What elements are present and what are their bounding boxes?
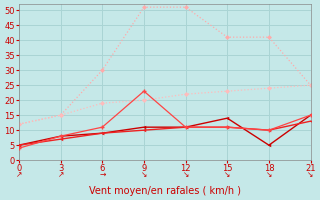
Text: ↘: ↘ bbox=[308, 170, 314, 179]
X-axis label: Vent moyen/en rafales ( km/h ): Vent moyen/en rafales ( km/h ) bbox=[89, 186, 241, 196]
Text: ↘: ↘ bbox=[224, 170, 230, 179]
Text: ↗: ↗ bbox=[16, 170, 22, 179]
Text: ↗: ↗ bbox=[57, 170, 64, 179]
Text: ↘: ↘ bbox=[182, 170, 189, 179]
Text: ↘: ↘ bbox=[141, 170, 147, 179]
Text: ↘: ↘ bbox=[266, 170, 272, 179]
Text: →: → bbox=[99, 170, 106, 179]
